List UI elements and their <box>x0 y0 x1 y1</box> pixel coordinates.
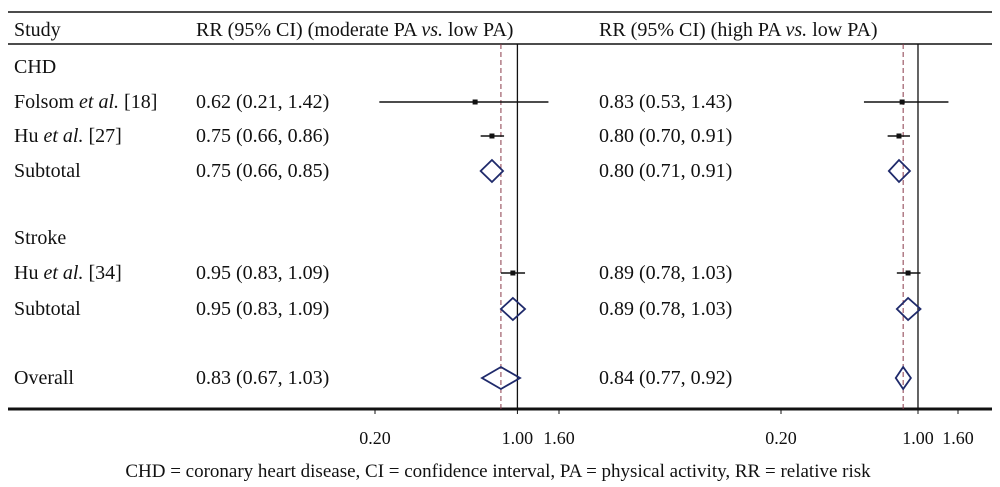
plot-panels <box>379 44 949 409</box>
moderate-point-estimate <box>472 99 478 105</box>
high-rr-ci-text: 0.89 (0.78, 1.03) <box>599 262 732 284</box>
moderate-point-estimate <box>489 133 495 139</box>
high-tick-label: 1.00 <box>902 428 934 448</box>
high-rr-ci-text: 0.89 (0.78, 1.03) <box>599 298 732 320</box>
moderate-tick-label: 0.20 <box>359 428 391 448</box>
footnote: CHD = coronary heart disease, CI = confi… <box>125 461 871 482</box>
high-rr-ci-text: 0.83 (0.53, 1.43) <box>599 91 732 113</box>
high-tick-label: 1.60 <box>942 428 974 448</box>
x-axis-ticks: 0.20 1.00 1.60 0.20 1.00 1.60 <box>359 409 974 448</box>
high-point-estimate <box>899 99 905 105</box>
moderate-point-estimate <box>510 270 516 276</box>
table-frame <box>8 11 992 411</box>
high-rr-ci-text: 0.80 (0.70, 0.91) <box>599 125 732 147</box>
subtotal-label: Subtotal <box>14 298 81 320</box>
moderate-rr-ci-text: 0.95 (0.83, 1.09) <box>196 262 329 284</box>
moderate-rr-ci-text: 0.75 (0.66, 0.86) <box>196 125 329 147</box>
high-subtotal-diamond <box>887 158 912 184</box>
moderate-rr-ci-text: 0.83 (0.67, 1.03) <box>196 367 329 389</box>
header-high: RR (95% CI) (high PA vs. low PA) <box>599 19 878 41</box>
overall-label: Overall <box>14 367 74 389</box>
high-rr-ci-text: 0.84 (0.77, 0.92) <box>599 367 732 389</box>
subtotal-label: Subtotal <box>14 160 81 182</box>
header-row: Study RR (95% CI) (moderate PA vs. low PA… <box>14 19 878 41</box>
moderate-rr-ci-text: 0.62 (0.21, 1.42) <box>196 91 329 113</box>
high-point-estimate <box>896 133 902 139</box>
moderate-tick-label: 1.00 <box>502 428 534 448</box>
study-rows: CHD Folsom et al. [18] 0.62 (0.21, 1.42) 0.… <box>14 56 732 389</box>
high-rr-ci-text: 0.80 (0.71, 0.91) <box>599 160 732 182</box>
moderate-subtotal-diamond <box>499 296 527 322</box>
group-label: Stroke <box>14 227 66 249</box>
moderate-overall-diamond <box>480 365 522 391</box>
high-tick-label: 0.20 <box>765 428 797 448</box>
high-subtotal-diamond <box>895 296 922 322</box>
moderate-subtotal-diamond <box>479 158 505 184</box>
moderate-rr-ci-text: 0.95 (0.83, 1.09) <box>196 298 329 320</box>
study-label: Hu et al. [34] <box>14 262 122 284</box>
study-label: Folsom et al. [18] <box>14 91 157 113</box>
study-label: Hu et al. [27] <box>14 125 122 147</box>
high-point-estimate <box>905 270 911 276</box>
moderate-rr-ci-text: 0.75 (0.66, 0.85) <box>196 160 329 182</box>
header-moderate: RR (95% CI) (moderate PA vs. low PA) <box>196 19 513 41</box>
moderate-tick-label: 1.60 <box>543 428 575 448</box>
header-study: Study <box>14 19 61 41</box>
group-label: CHD <box>14 56 56 78</box>
high-overall-diamond <box>894 365 912 391</box>
